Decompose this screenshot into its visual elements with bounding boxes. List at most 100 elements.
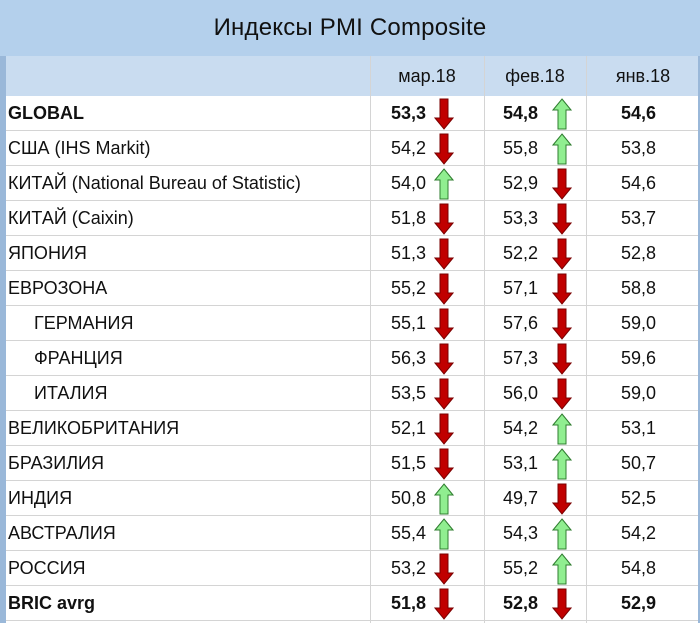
arrow-down-icon (434, 273, 454, 305)
value-mar: 51,3 (390, 242, 426, 263)
value-mar: 51,8 (390, 592, 426, 613)
row-label: ГЕРМАНИЯ (34, 312, 134, 333)
value-feb: 56,0 (502, 382, 538, 403)
arrow-down-icon (552, 273, 572, 305)
frame-left (0, 56, 6, 623)
value-feb: 49,7 (502, 487, 538, 508)
value-jan: 52,9 (620, 592, 656, 613)
table-row: ИНДИЯ 50,8 49,7 52,5 (6, 481, 698, 516)
arrow-down-icon (434, 133, 454, 165)
title-bar: Индексы PMI Composite (0, 0, 700, 56)
value-feb: 57,6 (502, 312, 538, 333)
table-row: ИТАЛИЯ 53,5 56,0 59,0 (6, 376, 698, 411)
arrow-down-icon (434, 308, 454, 340)
arrow-down-icon (434, 448, 454, 480)
arrow-down-icon (552, 588, 572, 620)
value-jan: 59,0 (620, 312, 656, 333)
value-mar: 56,3 (390, 347, 426, 368)
arrow-up-icon (434, 168, 454, 200)
table-row: BRIC avrg 51,8 52,8 52,9 (6, 586, 698, 621)
row-label: БРАЗИЛИЯ (8, 452, 104, 473)
table-row: АВСТРАЛИЯ 55,4 54,3 54,2 (6, 516, 698, 551)
arrow-down-icon (552, 343, 572, 375)
value-mar: 54,0 (390, 172, 426, 193)
value-jan: 52,5 (620, 487, 656, 508)
arrow-down-icon (552, 168, 572, 200)
table-row: ЕВРОЗОНА 55,2 57,1 58,8 (6, 271, 698, 306)
column-header-mar: мар.18 (398, 65, 456, 86)
value-jan: 59,0 (620, 382, 656, 403)
value-mar: 55,1 (390, 312, 426, 333)
value-feb: 53,1 (502, 452, 538, 473)
arrow-down-icon (552, 238, 572, 270)
value-feb: 53,3 (502, 207, 538, 228)
value-feb: 54,3 (502, 522, 538, 543)
value-mar: 55,2 (390, 277, 426, 298)
value-feb: 55,8 (502, 137, 538, 158)
table-row: GLOBAL 53,3 54,8 54,6 (6, 96, 698, 131)
value-jan: 52,8 (620, 242, 656, 263)
header-row: мар.18 фев.18 янв.18 (0, 56, 700, 96)
arrow-down-icon (434, 588, 454, 620)
value-feb: 54,8 (502, 102, 538, 123)
table-row: БРАЗИЛИЯ 51,5 53,1 50,7 (6, 446, 698, 481)
row-label: ЕВРОЗОНА (8, 277, 108, 298)
arrow-down-icon (434, 553, 454, 585)
row-label: ВЕЛИКОБРИТАНИЯ (8, 417, 180, 438)
value-mar: 53,3 (390, 102, 426, 123)
table-row: ВЕЛИКОБРИТАНИЯ 52,1 54,2 53,1 (6, 411, 698, 446)
value-feb: 57,3 (502, 347, 538, 368)
value-feb: 55,2 (502, 557, 538, 578)
arrow-up-icon (552, 448, 572, 480)
row-label: ЯПОНИЯ (8, 242, 87, 263)
value-jan: 53,1 (620, 417, 656, 438)
arrow-down-icon (552, 203, 572, 235)
value-jan: 53,8 (620, 137, 656, 158)
arrow-up-icon (552, 518, 572, 550)
table-title: Индексы PMI Composite (213, 14, 487, 41)
arrow-down-icon (434, 98, 454, 130)
value-feb: 54,2 (502, 417, 538, 438)
value-jan: 59,6 (620, 347, 656, 368)
row-label: КИТАЙ (National Bureau of Statistic) (8, 172, 301, 193)
row-label: США (IHS Markit) (8, 137, 151, 158)
table-row: РОССИЯ 53,2 55,2 54,8 (6, 551, 698, 586)
value-jan: 58,8 (620, 277, 656, 298)
value-jan: 54,6 (620, 172, 656, 193)
arrow-up-icon (552, 413, 572, 445)
arrow-down-icon (434, 238, 454, 270)
arrow-down-icon (434, 343, 454, 375)
arrow-down-icon (552, 308, 572, 340)
table-row: США (IHS Markit) 54,2 55,8 53,8 (6, 131, 698, 166)
column-header-feb: фев.18 (505, 65, 565, 86)
arrow-down-icon (434, 203, 454, 235)
value-mar: 55,4 (390, 522, 426, 543)
value-mar: 51,8 (390, 207, 426, 228)
value-jan: 54,6 (620, 102, 656, 123)
value-jan: 54,8 (620, 557, 656, 578)
value-jan: 54,2 (620, 522, 656, 543)
value-mar: 53,5 (390, 382, 426, 403)
arrow-down-icon (434, 378, 454, 410)
value-mar: 52,1 (390, 417, 426, 438)
arrow-up-icon (552, 133, 572, 165)
value-feb: 57,1 (502, 277, 538, 298)
arrow-up-icon (434, 518, 454, 550)
table-row: КИТАЙ (Caixin) 51,8 53,3 53,7 (6, 201, 698, 236)
value-feb: 52,9 (502, 172, 538, 193)
value-mar: 50,8 (390, 487, 426, 508)
grid-line (484, 56, 485, 623)
row-label: ИТАЛИЯ (34, 382, 108, 403)
arrow-down-icon (552, 378, 572, 410)
row-label: КИТАЙ (Caixin) (8, 207, 134, 228)
arrow-down-icon (552, 483, 572, 515)
value-jan: 53,7 (620, 207, 656, 228)
grid-line (370, 56, 371, 623)
arrow-down-icon (434, 413, 454, 445)
row-label: BRIC avrg (8, 592, 96, 613)
row-label: ФРАНЦИЯ (34, 347, 123, 368)
table-row: ЯПОНИЯ 51,3 52,2 52,8 (6, 236, 698, 271)
arrow-up-icon (434, 483, 454, 515)
arrow-up-icon (552, 553, 572, 585)
table-row: ФРАНЦИЯ 56,3 57,3 59,6 (6, 341, 698, 376)
